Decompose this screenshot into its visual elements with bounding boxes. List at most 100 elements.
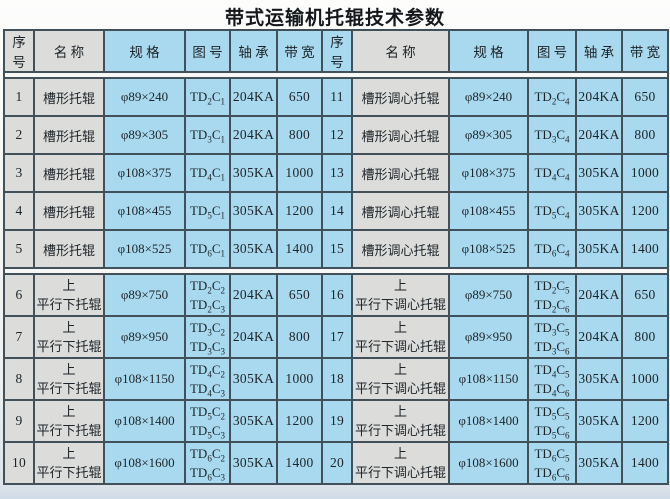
cell-drawing-no: TD3C5 TD3C6 <box>527 315 577 359</box>
cell-belt-width: 1200 <box>621 191 669 231</box>
cell-line: TD6C2 <box>189 446 225 464</box>
cell-line: TD3C3 <box>189 339 225 357</box>
cell-belt-width: 800 <box>621 115 669 155</box>
cell-name: 上平行下托辊 <box>33 315 105 359</box>
table-row: 3 槽形托辊 φ108×375 TD4C1 305KA 1000 13 槽形调心托辊 φ108×… <box>3 153 669 193</box>
cell-drawing-no: TD2C1 <box>184 77 231 117</box>
cell-seq: 3 <box>3 153 35 193</box>
cell-bearing: 305KA <box>575 441 623 485</box>
cell-drawing-no: TD2C2 TD2C3 <box>184 273 231 317</box>
cell-seq: 5 <box>3 229 35 269</box>
cell-seq: 16 <box>321 273 353 317</box>
cell-line: 上 <box>393 320 407 335</box>
cell-line: 平行下托辊 <box>36 339 102 354</box>
cell-seq: 19 <box>321 399 353 443</box>
cell-spec: φ108×455 <box>448 191 529 231</box>
cell-name: 槽形调心托辊 <box>351 191 450 231</box>
cell-name: 上平行下调心托辊 <box>351 441 450 485</box>
cell-belt-width: 650 <box>276 77 323 117</box>
cell-line: TD4C3 <box>189 381 225 399</box>
table-row: 5 槽形托辊 φ108×525 TD6C1 305KA 1400 15 槽形调心托辊 φ108×… <box>3 229 669 269</box>
header-drawing-left: 图 号 <box>184 29 231 73</box>
cell-bearing: 204KA <box>575 315 623 359</box>
cell-seq: 20 <box>321 441 353 485</box>
cell-bearing: 305KA <box>229 229 278 269</box>
cell-line: 平行下调心托辊 <box>354 423 446 438</box>
cell-name: 槽形托辊 <box>33 153 105 193</box>
cell-spec: φ108×525 <box>448 229 529 269</box>
cell-bearing: 204KA <box>229 77 278 117</box>
cell-line: TD3C6 <box>534 339 570 357</box>
cell-belt-width: 1400 <box>276 229 323 269</box>
cell-seq: 15 <box>321 229 353 269</box>
cell-drawing-no: TD5C5 TD5C6 <box>527 399 577 443</box>
cell-bearing: 204KA <box>575 115 623 155</box>
cell-drawing-no: TD4C4 <box>527 153 577 193</box>
cell-belt-width: 1000 <box>276 357 323 401</box>
cell-seq: 7 <box>3 315 35 359</box>
cell-line: 平行下托辊 <box>36 297 102 312</box>
table-row: 8 上平行下托辊 φ108×1150 TD4C2 TD4C3 305KA 1000 18 上平行… <box>3 357 669 401</box>
cell-line: TD6C3 <box>189 465 225 483</box>
cell-bearing: 204KA <box>575 77 623 117</box>
cell-seq: 10 <box>3 441 35 485</box>
cell-name: 上平行下调心托辊 <box>351 399 450 443</box>
cell-line: TD2C2 <box>189 278 225 296</box>
cell-belt-width: 1400 <box>621 229 669 269</box>
cell-name: 上平行下托辊 <box>33 441 105 485</box>
cell-line: TD2C6 <box>534 297 570 315</box>
cell-spec: φ108×1150 <box>103 357 186 401</box>
cell-seq: 8 <box>3 357 35 401</box>
table-row: 6 上平行下托辊 φ89×750 TD2C2 TD2C3 204KA 650 16 上平行下调心… <box>3 273 669 317</box>
section-gap <box>4 71 668 79</box>
cell-drawing-no: TD5C4 <box>527 191 577 231</box>
cell-belt-width: 1400 <box>621 441 669 485</box>
header-name-left: 名 称 <box>33 29 105 73</box>
cell-bearing: 204KA <box>229 273 278 317</box>
cell-spec: φ89×305 <box>448 115 529 155</box>
cell-spec: φ89×750 <box>448 273 529 317</box>
cell-bearing: 305KA <box>575 357 623 401</box>
cell-seq: 11 <box>321 77 353 117</box>
table-row: 1 槽形托辊 φ89×240 TD2C1 204KA 650 11 槽形调心托辊 φ89×240… <box>3 77 669 117</box>
cell-spec: φ89×950 <box>448 315 529 359</box>
header-bearing-right: 轴 承 <box>575 29 623 73</box>
table-row: 10 上平行下托辊 φ108×1600 TD6C2 TD6C3 305KA 1400 20 上平… <box>3 441 669 485</box>
cell-line: TD5C3 <box>189 423 225 441</box>
cell-belt-width: 1200 <box>276 191 323 231</box>
cell-name: 槽形托辊 <box>33 229 105 269</box>
cell-drawing-no: TD2C5 TD2C6 <box>527 273 577 317</box>
table-body: 1 槽形托辊 φ89×240 TD2C1 204KA 650 11 槽形调心托辊 φ89×240… <box>3 71 669 485</box>
cell-name: 上平行下托辊 <box>33 357 105 401</box>
cell-bearing: 305KA <box>575 153 623 193</box>
cell-belt-width: 800 <box>621 315 669 359</box>
cell-spec: φ89×950 <box>103 315 186 359</box>
cell-name: 上平行下调心托辊 <box>351 315 450 359</box>
cell-belt-width: 650 <box>621 273 669 317</box>
header-drawing-right: 图 号 <box>527 29 577 73</box>
cell-line: 平行下调心托辊 <box>354 465 446 480</box>
cell-seq: 14 <box>321 191 353 231</box>
cell-drawing-no: TD3C2 TD3C3 <box>184 315 231 359</box>
cell-line: TD5C6 <box>534 423 570 441</box>
cell-drawing-no: TD4C2 TD4C3 <box>184 357 231 401</box>
cell-line: 上 <box>393 404 407 419</box>
cell-line: 平行下调心托辊 <box>354 297 446 312</box>
cell-drawing-no: TD6C5 TD6C6 <box>527 441 577 485</box>
cell-name: 上平行下托辊 <box>33 399 105 443</box>
cell-spec: φ89×305 <box>103 115 186 155</box>
cell-seq: 4 <box>3 191 35 231</box>
cell-seq: 12 <box>321 115 353 155</box>
page-title: 带式运输机托辊技术参数 <box>224 8 445 29</box>
cell-bearing: 204KA <box>229 115 278 155</box>
cell-line: TD4C5 <box>534 362 570 380</box>
cell-belt-width: 800 <box>276 115 323 155</box>
cell-drawing-no: TD5C2 TD5C3 <box>184 399 231 443</box>
cell-line: 上 <box>393 446 407 461</box>
cell-line: 平行下托辊 <box>36 465 102 480</box>
cell-spec: φ89×240 <box>448 77 529 117</box>
cell-bearing: 305KA <box>229 191 278 231</box>
idler-spec-table: 序号 名 称 规 格 图 号 轴 承 带 宽 序号 名 称 规 格 图 号 轴 … <box>3 29 669 485</box>
cell-name: 槽形调心托辊 <box>351 229 450 269</box>
cell-line: TD4C6 <box>534 381 570 399</box>
